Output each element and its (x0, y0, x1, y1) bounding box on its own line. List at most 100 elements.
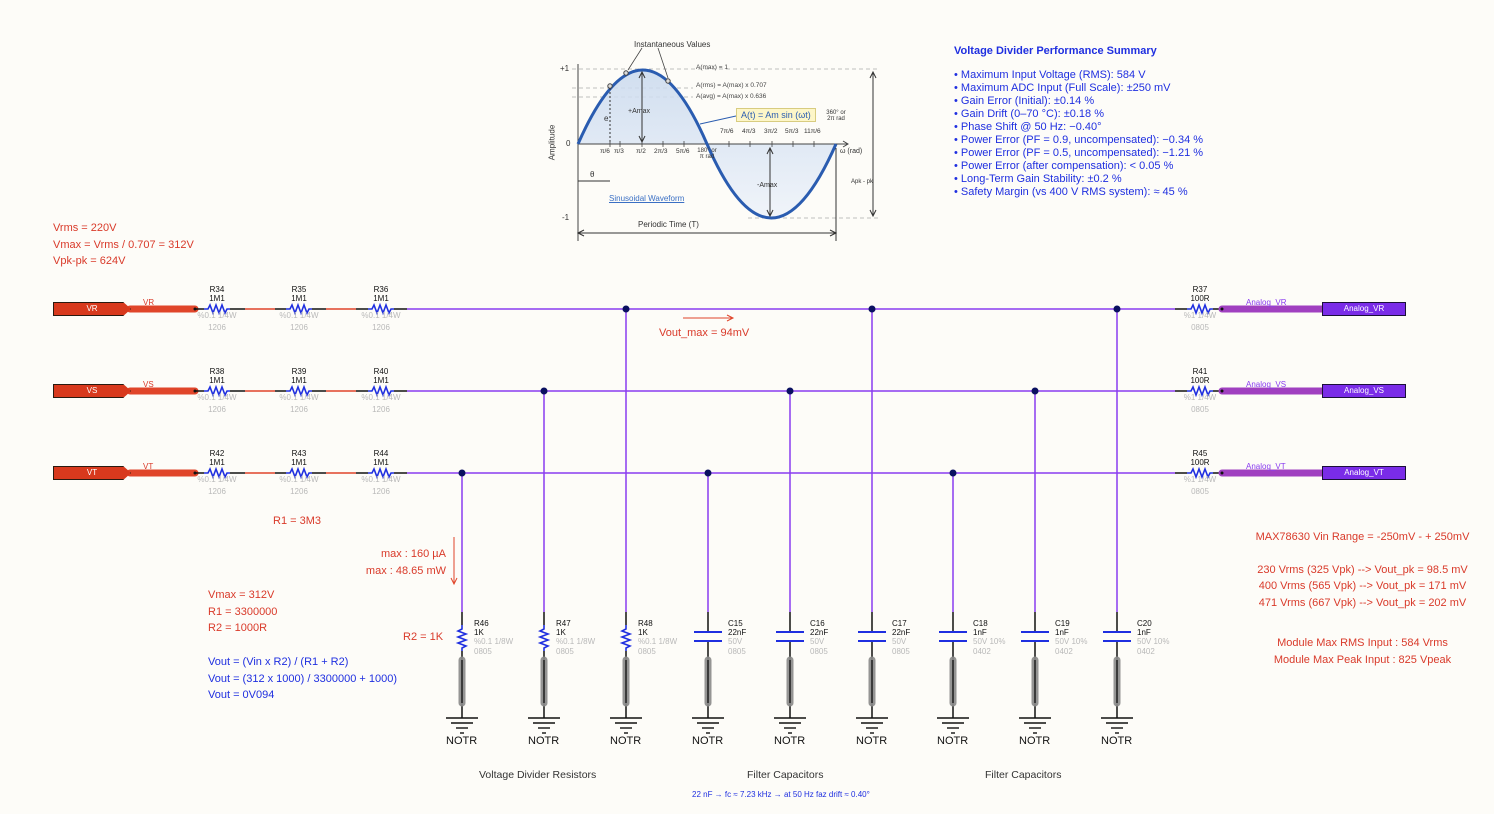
half-cycle-label: 180° or π rad (697, 148, 717, 160)
period-label: Periodic Time (T) (638, 220, 699, 229)
ground-label: NOTR (774, 735, 806, 747)
plus-amax-label: +Amax (628, 108, 650, 115)
resistor-r36[interactable]: R36 1M1 %0.1 1/4W 1206 (361, 285, 401, 332)
summary-title: Voltage Divider Performance Summary (954, 45, 1157, 57)
net-label-analog-vs: Analog_VS (1246, 380, 1287, 389)
shunt-c16[interactable]: C16 22nF 50V 0805 (810, 619, 829, 656)
port-vs[interactable]: VS (53, 384, 131, 398)
ground-label: NOTR (446, 735, 478, 747)
shunt-r46[interactable]: R46 1K %0.1 1/8W 0805 (474, 619, 514, 656)
resistor-r35[interactable]: R35 1M1 %0.1 1/4W 1206 (279, 285, 319, 332)
vrms-note: Vrms = 220V (53, 222, 117, 234)
full-cycle-label: 360° or 2π rad (826, 110, 846, 122)
resistor-r44[interactable]: R44 1M1 %0.1 1/4W 1206 (361, 449, 401, 496)
ground-label: NOTR (692, 735, 724, 747)
shunt-r47[interactable]: R47 1K %0.1 1/8W 0805 (556, 619, 596, 656)
summary-item: • Phase Shift @ 50 Hz: −0.40° (954, 121, 1102, 133)
resistor-r45[interactable]: R45 100R %1 1/4W 0805 (1183, 449, 1217, 496)
shunt-components (457, 612, 1131, 718)
shunt-c19[interactable]: C19 1nF 50V 10% 0402 (1055, 619, 1088, 656)
module-max-peak: Module Max Peak Input : 825 Vpeak (1273, 653, 1452, 666)
e-label: e (604, 114, 609, 123)
power-note: max : 48.65 mW (365, 565, 446, 577)
row-wires (126, 305, 1326, 477)
adc-line: 471 Vrms (667 Vpk) --> Vout_pk = 202 mV (1258, 596, 1467, 609)
ground-symbols (445, 717, 1134, 734)
tick-pi-6: π/6 (600, 148, 610, 155)
summary-item: • Power Error (after compensation): < 0.… (954, 160, 1174, 172)
arms-label: A(rms) = A(max) x 0.707 (696, 82, 767, 89)
calc-formula: Vout = (Vin x R2) / (R1 + R2) Vout = (31… (208, 654, 397, 704)
aavg-label: A(avg) = A(max) x 0.636 (696, 93, 767, 100)
formula-line: Vout = 0V094 (208, 689, 275, 701)
r1-note: R1 = 3M3 (273, 515, 321, 527)
tick-pi-2: π/2 (636, 148, 646, 155)
shunt-c17[interactable]: C17 22nF 50V 0805 (892, 619, 911, 656)
vout-max-note: Vout_max = 94mV (659, 327, 750, 339)
summary-item: • Long-Term Gain Stability: ±0.2 % (954, 173, 1122, 185)
section-label-caps-1nf: Filter Capacitors (985, 769, 1062, 781)
net-label-analog-vt: Analog_VT (1246, 462, 1286, 471)
performance-summary: Voltage Divider Performance Summary • Ma… (954, 45, 1203, 199)
adc-line: 230 Vrms (325 Vpk) --> Vout_pk = 98.5 mV (1257, 563, 1468, 576)
r2-note: R2 = 1K (403, 631, 444, 643)
shunt-r48[interactable]: R48 1K %0.1 1/8W 0805 (638, 619, 678, 656)
ground-label: NOTR (1019, 735, 1051, 747)
tick-5pi-3: 5π/3 (785, 128, 799, 135)
ground-label: NOTR (1101, 735, 1133, 747)
current-note: max : 160 µA (380, 548, 446, 560)
port-analog-vt[interactable]: Analog_VT (1322, 466, 1406, 480)
sine-wave-graphic (572, 47, 878, 241)
resistor-r38[interactable]: R38 1M1 %0.1 1/4W 1206 (197, 367, 237, 414)
vmax-note: Vmax = Vrms / 0.707 = 312V (53, 238, 194, 251)
resistor-r41[interactable]: R41 100R %1 1/4W 0805 (1183, 367, 1217, 414)
port-vr[interactable]: VR (53, 302, 131, 316)
cap-cutoff-note: 22 nF → fc ≈ 7.23 kHz → at 50 Hz faz dri… (692, 790, 870, 799)
tick-11pi-6: 11π/6 (804, 128, 821, 135)
ground-label: NOTR (856, 735, 888, 747)
calc-r1: R1 = 3300000 (208, 605, 278, 618)
port-vt[interactable]: VT (53, 466, 131, 480)
calc-values: Vmax = 312V R1 = 3300000 R2 = 1000R (208, 587, 277, 637)
resistor-r39[interactable]: R39 1M1 %0.1 1/4W 1206 (279, 367, 319, 414)
drop-wires (461, 309, 1118, 612)
summary-item: • Power Error (PF = 0.9, uncompensated):… (954, 134, 1204, 146)
resistor-r42[interactable]: R42 1M1 %0.1 1/4W 1206 (197, 449, 237, 496)
shunt-c20[interactable]: C20 1nF 50V 10% 0402 (1137, 619, 1170, 656)
current-notes: max : 160 µA max : 48.65 mW (358, 546, 446, 580)
section-label-resistors: Voltage Divider Resistors (479, 769, 597, 781)
port-analog-vs[interactable]: Analog_VS (1322, 384, 1406, 398)
apkpk-label: Apk - pk (851, 179, 874, 185)
input-notes: Vrms = 220V Vmax = Vrms / 0.707 = 312V V… (53, 220, 194, 270)
resistor-r43[interactable]: R43 1M1 %0.1 1/4W 1206 (279, 449, 319, 496)
net-label-vt: VT (143, 462, 154, 471)
formula-box: A(t) = Am sin (ωt) (736, 108, 816, 122)
waveform-title: Instantaneous Values (634, 40, 711, 49)
shunt-c15[interactable]: C15 22nF 50V 0805 (728, 619, 747, 656)
y-min-label: -1 (562, 213, 570, 222)
formula-line: Vout = (312 x 1000) / 3300000 + 1000) (208, 672, 397, 685)
tick-3pi-2: 3π/2 (764, 128, 778, 135)
y-max-label: +1 (560, 64, 570, 73)
tick-5pi-6: 5π/6 (676, 148, 690, 155)
adc-notes: MAX78630 Vin Range = -250mV - + 250mV 23… (1240, 529, 1485, 668)
resistor-r40[interactable]: R40 1M1 %0.1 1/4W 1206 (361, 367, 401, 414)
ground-label: NOTR (528, 735, 560, 747)
summary-item: • Gain Error (Initial): ±0.14 % (954, 95, 1095, 107)
amax-label: A(max) = 1 (696, 64, 728, 71)
port-analog-vr[interactable]: Analog_VR (1322, 302, 1406, 316)
junction-dots (458, 305, 1121, 477)
tick-7pi-6: 7π/6 (720, 128, 734, 135)
waveform-caption: Sinusoidal Waveform (609, 194, 685, 203)
resistor-r34[interactable]: R34 1M1 %0.1 1/4W 1206 (197, 285, 237, 332)
summary-item: • Gain Drift (0–70 °C): ±0.18 % (954, 108, 1105, 120)
resistor-r37[interactable]: R37 100R %1 1/4W 0805 (1183, 285, 1217, 332)
summary-item: • Maximum Input Voltage (RMS): 584 V (954, 69, 1146, 81)
module-max-rms: Module Max RMS Input : 584 Vrms (1277, 637, 1448, 649)
tick-4pi-3: 4π/3 (742, 128, 756, 135)
summary-item: • Power Error (PF = 0.5, uncompensated):… (954, 147, 1204, 159)
calc-vmax: Vmax = 312V (208, 589, 275, 601)
shunt-c18[interactable]: C18 1nF 50V 10% 0402 (973, 619, 1006, 656)
minus-amax-label: -Amax (757, 182, 778, 189)
y-zero-label: 0 (566, 139, 571, 148)
